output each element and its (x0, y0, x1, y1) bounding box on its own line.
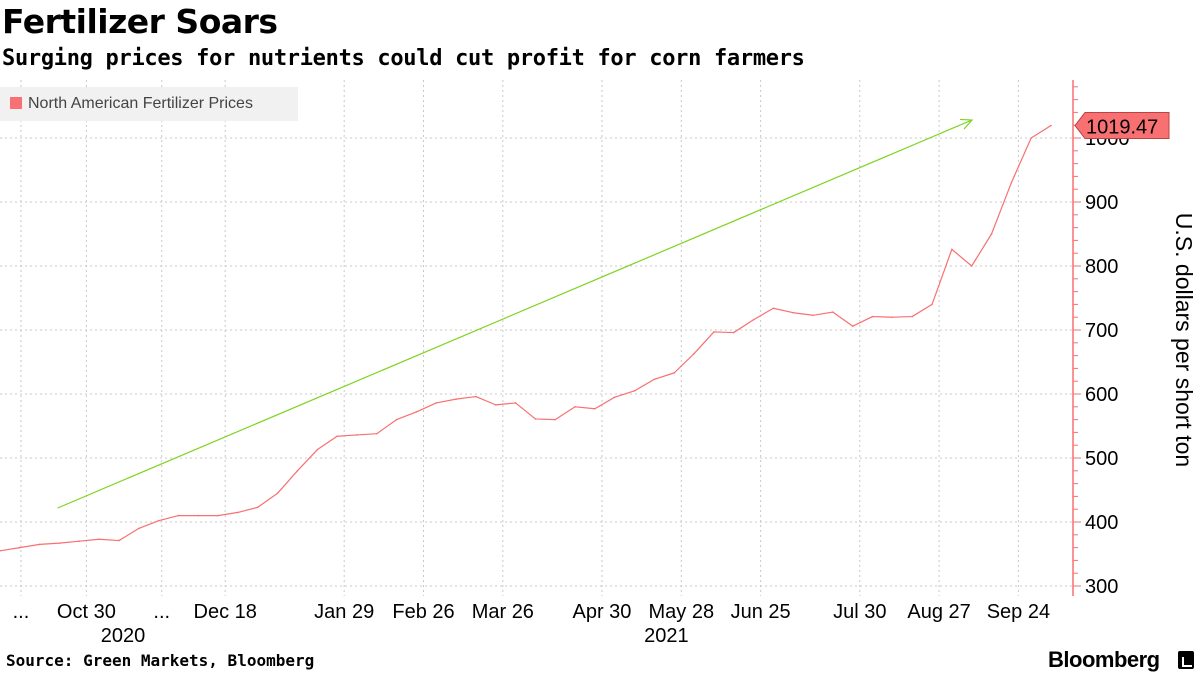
y-axis-title-group: U.S. dollars per short ton (1171, 213, 1197, 467)
x-axis: ... Oct 30... Dec 18 Jan 29 Feb 26 Mar 26 Apr … (13, 601, 1050, 647)
series-point (1050, 124, 1052, 127)
x-tick-label: Jan 29 (314, 601, 374, 623)
y-tick-label: 300 (1085, 576, 1118, 598)
series-point (58, 542, 61, 544)
series-point (138, 527, 140, 530)
x-tick-label: Aug 27 (907, 601, 970, 623)
series-point (673, 372, 676, 374)
series-point (792, 311, 795, 314)
series-point (177, 514, 180, 517)
series-point (1030, 137, 1032, 139)
series-point (276, 492, 279, 495)
series-layer (0, 124, 1052, 552)
series-point (693, 352, 695, 355)
series-point (1010, 182, 1013, 184)
trend-arrow-line (57, 119, 973, 509)
series-point (871, 315, 874, 318)
series-point (0, 550, 1, 552)
series-point (78, 540, 81, 542)
x-tick-label: Apr 30 (573, 601, 632, 623)
last-value-flag (1074, 112, 1170, 140)
series-line (0, 125, 1052, 552)
series-point (38, 543, 41, 546)
y-tick-label: 500 (1085, 448, 1118, 470)
series-point (395, 418, 398, 421)
series-point (891, 316, 894, 319)
series-point (237, 511, 239, 514)
series-point (19, 546, 21, 549)
series-point (356, 434, 358, 436)
last-value-group: 1019.47 (1074, 112, 1170, 140)
series-point (832, 311, 834, 313)
series-point (911, 315, 913, 318)
series-point (514, 402, 517, 404)
brand-logo: Bloomberg (1048, 647, 1160, 672)
series-point (653, 378, 656, 381)
series-point (594, 407, 596, 410)
series-point (574, 406, 576, 408)
y-tick-label: 900 (1085, 192, 1118, 214)
series-point (197, 514, 200, 517)
series-point (415, 411, 418, 413)
x-tick-label: Jul 30 (833, 601, 886, 623)
y-tick-label: 600 (1085, 384, 1118, 406)
series-point (475, 395, 477, 398)
last-value-label: 1019.47 (1086, 117, 1158, 139)
series-point (851, 325, 854, 327)
x-tick-label: Dec 18 (194, 601, 257, 623)
series-point (256, 506, 259, 509)
trend-arrow-head-icon (959, 118, 974, 130)
series-point (375, 432, 378, 435)
series-point (435, 402, 438, 404)
series-point (118, 539, 120, 542)
x-tick-label: Jun 25 (731, 601, 791, 623)
y-tick-label: 800 (1085, 256, 1118, 278)
series-point (970, 265, 973, 267)
legend: North American Fertilizer Prices (0, 87, 298, 121)
brand-terminal-icon (1178, 651, 1194, 669)
legend-swatch (10, 97, 22, 109)
x-year-label: 2020 (101, 625, 146, 647)
x-tick-label: May 28 (648, 601, 714, 623)
grid-layer (0, 80, 1073, 596)
y-axis-title: U.S. dollars per short ton (1171, 213, 1197, 467)
series-point (98, 538, 100, 541)
x-tick-label: Feb 26 (392, 601, 454, 623)
y-axis: 3004005006007008009001000 (1072, 80, 1130, 598)
legend-label: North American Fertilizer Prices (28, 95, 253, 112)
series-point (316, 448, 319, 451)
x-tick-label: ... (153, 601, 170, 623)
series-point (772, 307, 775, 310)
x-tick-label: Sep 24 (987, 601, 1050, 623)
chart-title: Fertilizer Soars (2, 2, 278, 41)
chart-subtitle: Surging prices for nutrients could cut p… (2, 46, 805, 71)
y-tick-label: 400 (1085, 512, 1118, 534)
series-point (713, 331, 715, 333)
series-point (494, 404, 497, 406)
series-point (951, 248, 953, 251)
series-point (534, 418, 537, 420)
y-tick-label: 700 (1085, 320, 1118, 342)
series-point (931, 303, 933, 306)
series-point (554, 418, 557, 421)
legend-background (0, 87, 298, 121)
series-point (613, 396, 616, 399)
series-point (812, 314, 814, 317)
series-point (296, 470, 299, 472)
series-point (732, 331, 735, 334)
series-point (157, 519, 160, 522)
series-point (752, 318, 755, 321)
series-point (455, 398, 457, 400)
source-note: Source: Green Markets, Bloomberg (6, 651, 315, 670)
x-tick-label: ... (13, 601, 30, 623)
x-tick-label: Mar 26 (472, 601, 534, 623)
series-point (217, 514, 219, 517)
series-point (336, 435, 338, 438)
series-point (990, 233, 993, 235)
series-point (633, 390, 636, 392)
x-tick-label: Oct 30 (57, 601, 116, 623)
x-year-label: 2021 (644, 625, 689, 647)
trend-arrow-layer (57, 118, 974, 509)
